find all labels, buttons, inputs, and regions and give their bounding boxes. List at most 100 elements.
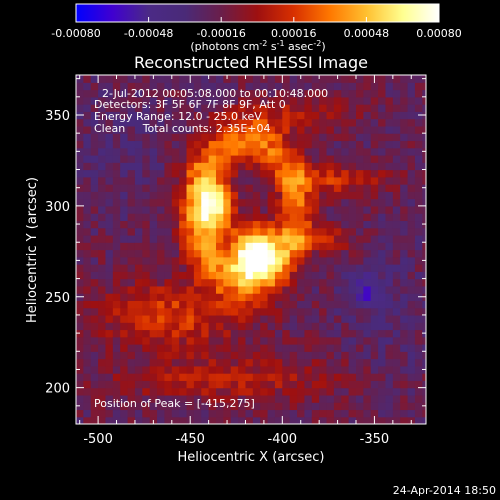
heatmap-cell xyxy=(400,394,409,403)
heatmap-cell xyxy=(414,82,423,91)
heatmap-cell xyxy=(208,249,217,258)
heatmap-cell xyxy=(179,358,188,367)
heatmap-cell xyxy=(407,125,416,134)
colorbar-ticks: -0.00080 -0.00048 -0.00016 0.00016 0.00048 0.… xyxy=(51,17,462,40)
heatmap-cell xyxy=(422,307,426,316)
heatmap-cell xyxy=(274,125,283,134)
heatmap-cell xyxy=(282,198,291,207)
heatmap-cell xyxy=(407,271,416,280)
heatmap-cell xyxy=(274,111,283,120)
heatmap-cell xyxy=(186,205,195,214)
heatmap-cell xyxy=(193,169,202,178)
heatmap-cell xyxy=(422,394,426,403)
heatmap-cell xyxy=(208,227,217,236)
heatmap-cell xyxy=(319,184,328,192)
heatmap-cell xyxy=(392,220,401,229)
heatmap-cell xyxy=(311,154,320,163)
heatmap-cell xyxy=(98,213,107,222)
heatmap-cell xyxy=(223,96,232,105)
heatmap-cell xyxy=(297,118,306,127)
heatmap-cell xyxy=(400,227,409,236)
heatmap-cell xyxy=(297,380,306,389)
heatmap-cell xyxy=(400,278,409,287)
heatmap-cell xyxy=(385,111,394,120)
heatmap-cell xyxy=(76,205,84,214)
heatmap-cell xyxy=(260,358,269,367)
heatmap-cell xyxy=(223,227,232,236)
heatmap-cell xyxy=(157,169,166,178)
heatmap-cell xyxy=(201,380,210,389)
heatmap-cell xyxy=(208,278,217,287)
heatmap-cell xyxy=(120,162,129,171)
heatmap-cell xyxy=(400,307,409,316)
heatmap-cell xyxy=(356,387,364,396)
heatmap-cell xyxy=(319,82,328,91)
heatmap-cell xyxy=(245,205,254,214)
heatmap-cell xyxy=(326,373,335,381)
heatmap-cell xyxy=(90,184,99,192)
heatmap-cell xyxy=(370,365,379,374)
heatmap-cell xyxy=(171,118,180,127)
heatmap-cell xyxy=(385,322,394,331)
heatmap-cell xyxy=(105,351,114,360)
heatmap-cell xyxy=(230,336,239,345)
heatmap-cell xyxy=(422,125,426,134)
heatmap-cell xyxy=(333,234,342,243)
heatmap-cell xyxy=(378,234,387,243)
heatmap-cell xyxy=(370,329,379,338)
heatmap-cell xyxy=(164,373,173,381)
heatmap-cell xyxy=(201,271,210,280)
heatmap-cell xyxy=(363,329,372,338)
heatmap-cell xyxy=(171,75,180,83)
heatmap-cell xyxy=(157,322,166,331)
heatmap-cell xyxy=(407,322,416,331)
heatmap-cell xyxy=(304,344,313,352)
heatmap-cell xyxy=(311,264,320,272)
heatmap-cell xyxy=(90,278,99,287)
heatmap-cell xyxy=(274,147,283,156)
heatmap-cell xyxy=(245,162,254,171)
heatmap-cell xyxy=(260,264,269,272)
colorbar-tick-label: -0.00048 xyxy=(124,27,173,40)
heatmap-cell xyxy=(238,169,247,178)
heatmap-cell xyxy=(83,293,92,301)
heatmap-cell xyxy=(120,169,129,178)
heatmap-cell xyxy=(83,169,92,178)
heatmap-cell xyxy=(414,118,423,127)
heatmap-cell xyxy=(193,104,202,112)
heatmap-cell xyxy=(112,271,121,280)
heatmap-cell xyxy=(157,336,166,345)
heatmap-cell xyxy=(112,402,121,411)
heatmap-cell xyxy=(260,89,269,98)
heatmap-cell xyxy=(230,387,239,396)
heatmap-cell xyxy=(385,133,394,142)
heatmap-cell xyxy=(392,322,401,331)
heatmap-cell xyxy=(326,191,335,200)
heatmap-cell xyxy=(341,125,350,134)
heatmap-cell xyxy=(223,125,232,134)
heatmap-cell xyxy=(127,409,136,418)
heatmap-cell xyxy=(171,169,180,178)
heatmap-cell xyxy=(127,125,136,134)
heatmap-cell xyxy=(392,133,401,142)
heatmap-cell xyxy=(201,82,210,91)
heatmap-cell xyxy=(112,111,121,120)
heatmap-cell xyxy=(134,264,143,272)
heatmap-cell xyxy=(274,140,283,149)
heatmap-cell xyxy=(282,213,291,222)
heatmap-cell xyxy=(319,96,328,105)
colorbar-tick-label: -0.00080 xyxy=(51,27,100,40)
heatmap-cells xyxy=(76,75,426,424)
heatmap-cell xyxy=(186,198,195,207)
heatmap-cell xyxy=(274,271,283,280)
heatmap-cell xyxy=(76,234,84,243)
heatmap-cell xyxy=(171,394,180,403)
heatmap-cell xyxy=(105,322,114,331)
heatmap-cell xyxy=(245,256,254,265)
heatmap-cell xyxy=(171,358,180,367)
heatmap-cell xyxy=(105,344,114,352)
heatmap-cell xyxy=(83,111,92,120)
heatmap-cell xyxy=(216,205,224,214)
heatmap-cell xyxy=(171,220,180,229)
heatmap-cell xyxy=(363,198,372,207)
